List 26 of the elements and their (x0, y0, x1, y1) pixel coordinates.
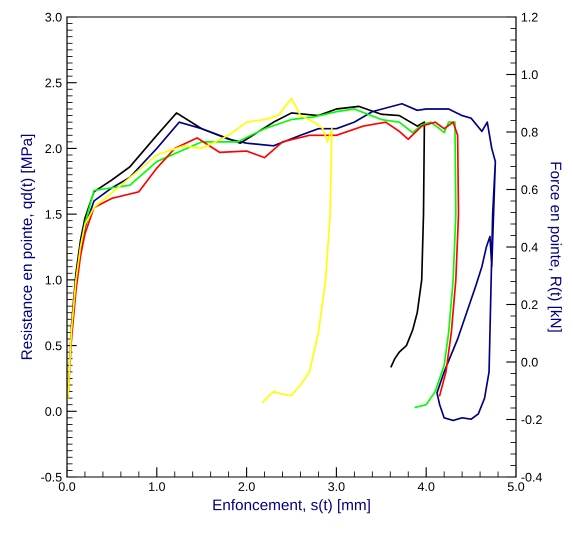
y2-tick-label: 0.6 (521, 185, 538, 194)
y2-tick-label: 0.2 (521, 300, 538, 310)
y2-tick-label: 1.2 (522, 12, 538, 22)
y-tick-label: 0.5 (45, 341, 62, 350)
y-tick-label: 2.0 (45, 144, 62, 154)
y-tick-label: 2.5 (45, 78, 62, 88)
x-tick-label: 2.0 (238, 482, 255, 492)
y-tick-label: 0.0 (45, 407, 62, 416)
y-tick-label: -0.5 (41, 472, 62, 482)
y2-axis-title: Force en pointe, R(t) [kN] (548, 162, 562, 332)
y2-tick-label: -0.2 (521, 415, 542, 424)
y2-tick-label: -0.4 (521, 472, 542, 482)
x-tick-label: 5.0 (508, 482, 524, 492)
x-axis-title: Enfoncement, s(t) [mm] (213, 499, 370, 514)
y2-tick-label: 0.4 (521, 242, 538, 252)
x-tick-label: 3.0 (328, 482, 345, 492)
y2-tick-label: 0.8 (521, 128, 538, 137)
y2-tick-label: 0.0 (521, 358, 538, 367)
x-tick-label: 0.0 (58, 482, 76, 492)
y-tick-label: 3.0 (45, 12, 62, 22)
y-axis-title: Resistance en pointe, qd(t) [MPa] (20, 134, 36, 360)
y2-tick-label: 1.0 (522, 70, 538, 80)
y-tick-label: 1.5 (46, 210, 62, 219)
y-tick-label: 1.0 (46, 276, 62, 285)
x-tick-label: 4.0 (418, 482, 434, 492)
x-tick-label: 1.0 (149, 482, 165, 492)
